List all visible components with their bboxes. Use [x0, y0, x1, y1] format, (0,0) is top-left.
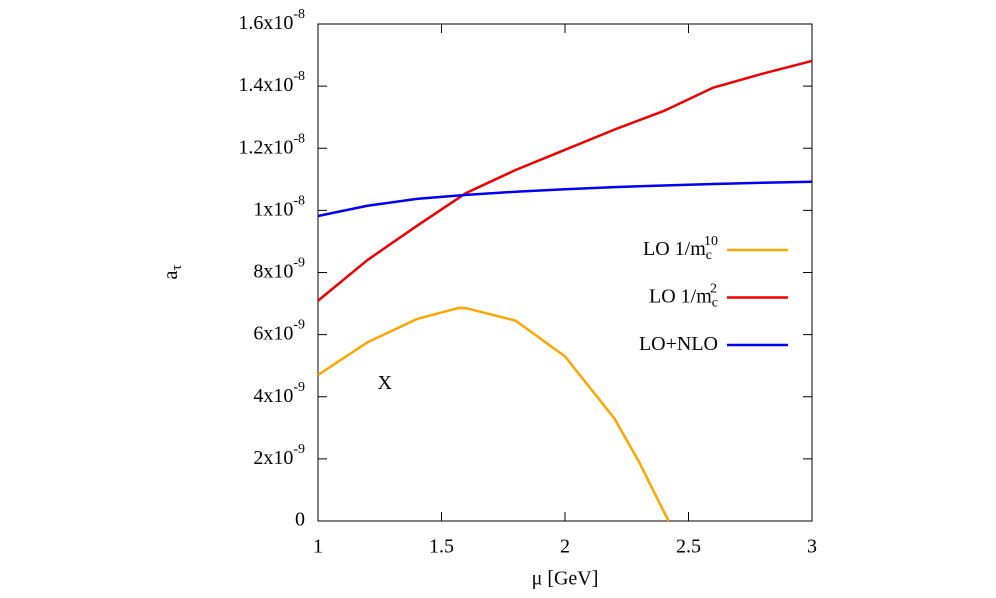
y-axis-label-sub: τ [169, 265, 185, 271]
y-tick-label-exponent: -8 [293, 131, 305, 146]
y-tick-label: 1.2x10-8 [238, 131, 305, 157]
y-tick-label-base: 1x10 [253, 198, 293, 220]
legend-name: LO+NLO [639, 333, 718, 355]
y-axis-label: aτ [160, 265, 186, 280]
x-tick-label: 1.5 [429, 536, 454, 558]
series-line [317, 59, 813, 302]
legend-label: LO+NLO [639, 333, 718, 355]
legend-name-sub: c [712, 296, 718, 311]
x-tick-label: 2 [560, 536, 570, 558]
y-tick-label: 0 [295, 509, 305, 531]
legend-name-sup: 10 [704, 234, 718, 249]
y-tick-label-exponent: -9 [293, 380, 305, 395]
legend-name: LO 1/m [649, 285, 712, 307]
y-tick-label-base: 8x10 [253, 260, 293, 282]
y-tick-label-exponent: -8 [293, 7, 305, 22]
y-tick-label-exponent: -9 [293, 256, 305, 271]
y-tick-label: 1x10-8 [253, 194, 305, 220]
y-tick-label-base: 2x10 [253, 446, 293, 468]
y-axis-label-base: a [160, 270, 182, 279]
y-tick-label: 1.4x10-8 [238, 69, 305, 95]
y-tick-label: 4x10-9 [253, 380, 305, 406]
y-tick-label-exponent: -9 [293, 318, 305, 333]
y-tick-label-base: 1.2x10 [238, 136, 293, 158]
y-tick-label-exponent: -9 [293, 442, 305, 457]
x-tick-label: 1 [313, 536, 323, 558]
legend-name-sup: 2 [710, 282, 717, 297]
plot-frame [317, 23, 813, 522]
x-tick-label: 3 [807, 536, 817, 558]
legend-name-sub: c [706, 248, 712, 263]
y-tick-label-exponent: -8 [293, 69, 305, 84]
y-tick-label-exponent: -8 [293, 194, 305, 209]
legend-label: LO 1/mc10 [643, 234, 718, 263]
y-tick-label-base: 4x10 [253, 384, 293, 406]
series-line [317, 306, 670, 522]
x-tick-label: 2.5 [676, 536, 701, 558]
legend-name: LO 1/m [643, 238, 706, 260]
y-tick-label: 6x10-9 [253, 318, 305, 344]
y-tick-label-base: 6x10 [253, 322, 293, 344]
y-tick-label: 1.6x10-8 [238, 7, 305, 33]
y-tick-label-base: 1.4x10 [238, 74, 293, 96]
x-axis-label: μ [GeV] [532, 568, 599, 590]
y-tick-label-base: 1.6x10 [238, 12, 293, 34]
legend-label: LO 1/mc2 [649, 282, 718, 311]
y-tick-label: 8x10-9 [253, 256, 305, 282]
y-tick-label: 2x10-9 [253, 442, 305, 468]
series-line [317, 180, 813, 218]
annotation: X [377, 372, 392, 394]
